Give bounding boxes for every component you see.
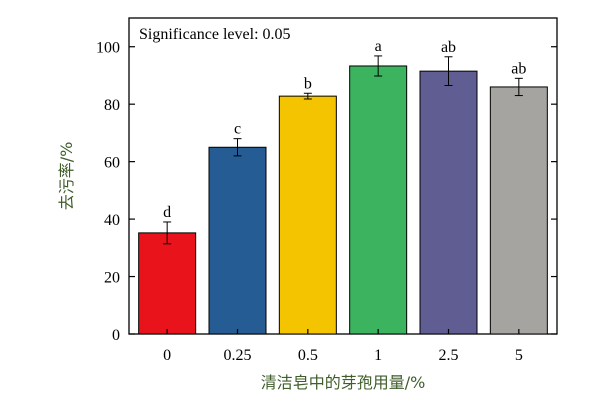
y-tick-label: 0 — [112, 327, 120, 344]
bar-0 — [138, 232, 197, 335]
x-axis-label: 清洁皂中的芽孢用量/% — [261, 373, 426, 392]
x-tick-label: 5 — [515, 347, 523, 364]
bars-layer: d c b a ab ab — [138, 38, 548, 335]
bar-1 — [349, 65, 408, 335]
significance-letter: ab — [511, 60, 526, 77]
x-tick-label: 0.25 — [224, 347, 252, 364]
plot-frame — [128, 17, 558, 335]
y-tick-label: 100 — [96, 40, 120, 57]
significance-letter: d — [163, 204, 171, 221]
bar-5 — [489, 86, 548, 335]
y-axis: 0 20 40 60 80 100 — [96, 40, 557, 344]
significance-annotation: Significance level: 0.05 — [139, 26, 291, 43]
x-tick-label: 0 — [163, 347, 171, 364]
significance-letter: ab — [441, 39, 456, 56]
x-axis: 0 0.25 0.5 1 2.5 5 — [163, 329, 523, 364]
x-tick-label: 0.5 — [298, 347, 318, 364]
y-tick-label: 80 — [104, 97, 120, 114]
y-tick-label: 20 — [104, 270, 120, 287]
y-axis-label: 去污率/% — [57, 142, 76, 211]
y-tick-label: 40 — [104, 212, 120, 229]
x-tick-label: 2.5 — [439, 347, 459, 364]
bar-2.5 — [419, 70, 478, 335]
significance-letter: c — [234, 121, 241, 138]
bar-0.5 — [278, 95, 337, 335]
bar-0.25 — [208, 146, 267, 335]
y-tick-label: 60 — [104, 155, 120, 172]
x-tick-label: 1 — [374, 347, 382, 364]
significance-letter: b — [304, 75, 312, 92]
significance-letter: a — [375, 38, 382, 55]
